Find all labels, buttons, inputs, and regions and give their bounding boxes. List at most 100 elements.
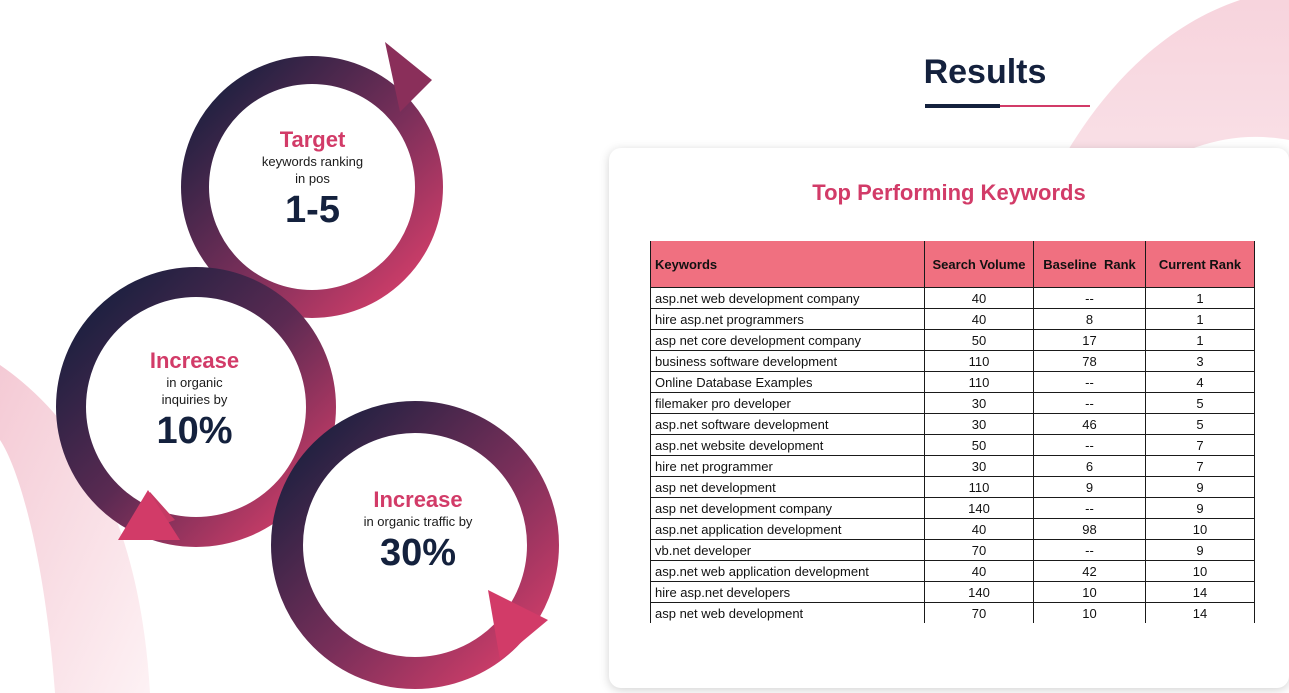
circle-traffic-value: 30% [379,532,457,574]
table-row: asp net development 110 9 9 [650,476,1255,498]
goal-rings [56,42,559,689]
table-header-row: Keywords Search Volume Baseline Rank Cur… [650,241,1255,288]
cell-baseline-rank: 46 [1033,413,1146,435]
cell-baseline-rank: -- [1033,497,1146,519]
cell-baseline-rank: -- [1033,371,1146,393]
circle-target-sub-line-1: keywords ranking [261,154,364,169]
ring-3-arrow [488,590,548,660]
keywords-card-title: Top Performing Keywords [812,180,1086,205]
cell-keyword: hire asp.net developers [650,581,925,603]
cell-baseline-rank: 78 [1033,350,1146,372]
circle-target-sub-line-2: in pos [295,171,330,186]
cell-current-rank: 7 [1145,455,1255,477]
circle-target-value: 1-5 [285,189,340,231]
cell-baseline-rank: 42 [1033,560,1146,582]
cell-current-rank: 14 [1145,602,1255,623]
cell-keyword: asp.net application development [650,518,925,540]
cell-current-rank: 5 [1145,392,1255,414]
cell-baseline-rank: 6 [1033,455,1146,477]
cell-current-rank: 7 [1145,434,1255,456]
cell-keyword: filemaker pro developer [650,392,925,414]
ring-1 [181,56,443,318]
cell-keyword: asp net development company [650,497,925,519]
cell-baseline-rank: 98 [1033,518,1146,540]
table-row: hire asp.net programmers 40 8 1 [650,308,1255,330]
cell-keyword: asp.net software development [650,413,925,435]
cell-search-volume: 40 [924,518,1034,540]
cell-search-volume: 30 [924,455,1034,477]
cell-search-volume: 40 [924,560,1034,582]
cell-current-rank: 9 [1145,497,1255,519]
circle-target-heading: Target [279,127,346,152]
header-current-rank: Current Rank [1145,241,1255,288]
table-row: asp.net web application development 40 42 1… [650,560,1255,582]
cell-baseline-rank: 10 [1033,581,1146,603]
circle-traffic: Increase in organic traffic by 30% [338,487,498,576]
cell-keyword: asp net web development [650,602,925,623]
cell-current-rank: 1 [1145,287,1255,309]
cell-current-rank: 10 [1145,518,1255,540]
ring-2-arrow-tip [118,490,180,540]
cell-current-rank: 10 [1145,560,1255,582]
cell-search-volume: 110 [924,476,1034,498]
results-underline-navy [925,104,1000,108]
circle-inquiries: Increase in organic inquiries by 10% [117,348,272,454]
circle-inquiries-value: 10% [156,410,233,452]
cell-keyword: business software development [650,350,925,372]
cell-search-volume: 40 [924,287,1034,309]
header-keywords: Keywords [650,241,925,288]
circle-inquiries-sub-line-1: in organic [166,375,223,390]
cell-current-rank: 4 [1145,371,1255,393]
cell-search-volume: 110 [924,350,1034,372]
cell-baseline-rank: -- [1033,434,1146,456]
cell-search-volume: 30 [924,413,1034,435]
table-row: filemaker pro developer 30 -- 5 [650,392,1255,414]
table-row: asp.net software development 30 46 5 [650,413,1255,435]
table-row: business software development 110 78 3 [650,350,1255,372]
circle-inquiries-sub-line-2: inquiries by [161,392,228,407]
results-title: Results [923,53,1047,91]
ring-3 [271,401,559,689]
cell-keyword: asp net development [650,476,925,498]
cell-search-volume: 110 [924,371,1034,393]
ring-2 [56,267,336,547]
table-row: hire net programmer 30 6 7 [650,455,1255,477]
cell-baseline-rank: 8 [1033,308,1146,330]
cell-search-volume: 30 [924,392,1034,414]
table-row: asp net web development 70 10 14 [650,602,1255,623]
cell-search-volume: 40 [924,308,1034,330]
cell-baseline-rank: 17 [1033,329,1146,351]
table-row: asp.net web development company 40 -- 1 [650,287,1255,309]
cell-current-rank: 1 [1145,329,1255,351]
header-search-volume: Search Volume [924,241,1034,288]
cell-search-volume: 140 [924,497,1034,519]
table-row: asp.net website development 50 -- 7 [650,434,1255,456]
cell-keyword: asp.net website development [650,434,925,456]
cell-current-rank: 3 [1145,350,1255,372]
cell-search-volume: 140 [924,581,1034,603]
cell-search-volume: 50 [924,329,1034,351]
cell-current-rank: 1 [1145,308,1255,330]
table-row: Online Database Examples 110 -- 4 [650,371,1255,393]
table-body: asp.net web development company 40 -- 1 hire… [650,287,1255,623]
header-baseline-rank: Baseline Rank [1033,241,1146,288]
circle-target: Target keywords ranking in pos 1-5 [235,127,390,233]
cell-keyword: asp.net web application development [650,560,925,582]
keywords-table: Keywords Search Volume Baseline Rank Cur… [650,241,1255,623]
cell-baseline-rank: -- [1033,392,1146,414]
circle-traffic-sub-line-1: in organic traffic by [363,514,473,529]
cell-baseline-rank: 10 [1033,602,1146,623]
cell-current-rank: 9 [1145,539,1255,561]
cell-search-volume: 70 [924,539,1034,561]
circle-traffic-heading: Increase [373,487,463,512]
cell-current-rank: 9 [1145,476,1255,498]
ring-1-arrow [385,42,432,112]
cell-keyword: asp net core development company [650,329,925,351]
bottom-left-arc [0,365,150,693]
cell-search-volume: 50 [924,434,1034,456]
results-underline-pink [1000,105,1090,107]
circle-inquiries-heading: Increase [149,348,240,373]
table-row: vb.net developer 70 -- 9 [650,539,1255,561]
cell-baseline-rank: -- [1033,539,1146,561]
cell-baseline-rank: -- [1033,287,1146,309]
